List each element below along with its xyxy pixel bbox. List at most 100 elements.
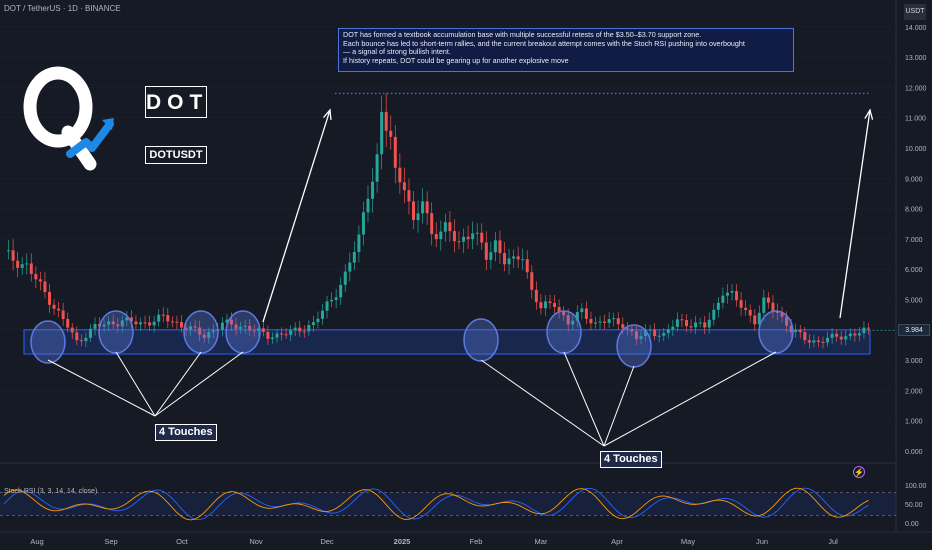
candle-body xyxy=(703,322,707,328)
touch-circle xyxy=(225,310,261,354)
candle-body xyxy=(202,334,206,338)
candle-body xyxy=(448,222,452,232)
candle-body xyxy=(685,320,688,327)
touch-circle xyxy=(463,318,499,362)
candle-body xyxy=(543,301,547,309)
x-tick-label: Nov xyxy=(249,537,263,546)
x-tick-label: Dec xyxy=(320,537,334,546)
symbol-header[interactable]: DOT / TetherUS · 1D · BINANCE xyxy=(4,4,121,13)
candle-body xyxy=(220,322,224,330)
candle-body xyxy=(530,272,534,290)
y-tick-label: 5.000 xyxy=(905,298,923,305)
y-tick-label: 7.000 xyxy=(905,237,923,244)
candle-body xyxy=(821,341,825,343)
candle-body xyxy=(766,297,770,303)
candle-body xyxy=(512,256,516,259)
x-tick-label: Sep xyxy=(104,537,117,546)
candle-body xyxy=(66,318,70,328)
candle-body xyxy=(393,136,397,168)
candle-body xyxy=(257,328,261,331)
candle-body xyxy=(57,308,61,311)
candle-body xyxy=(462,236,466,242)
candle-body xyxy=(607,319,611,323)
candle-body xyxy=(571,320,575,325)
touch-circle xyxy=(758,310,794,354)
touch-connector-line xyxy=(115,351,156,417)
candle-body xyxy=(20,264,24,268)
candle-body xyxy=(407,190,411,202)
candle-body xyxy=(621,324,625,329)
candle-body xyxy=(38,279,42,282)
candle-body xyxy=(489,252,493,260)
candle-body xyxy=(248,325,252,331)
candle-body xyxy=(562,311,566,316)
candle-body xyxy=(653,329,657,337)
candle-body xyxy=(739,300,743,308)
y-tick-label: 8.000 xyxy=(905,207,923,214)
touch-circle xyxy=(183,310,219,354)
touch-connector-line xyxy=(154,351,244,417)
candle-body xyxy=(93,324,97,329)
x-tick-label: Jul xyxy=(828,537,838,546)
stoch-k-line xyxy=(3,487,869,521)
candle-body xyxy=(79,340,83,342)
x-tick-label: Apr xyxy=(611,537,623,546)
candle-body xyxy=(516,256,520,260)
candle-body xyxy=(316,318,320,323)
candle-body xyxy=(475,232,479,234)
candle-body xyxy=(521,259,525,261)
candle-body xyxy=(598,321,602,323)
candle-body xyxy=(616,318,620,325)
candle-body xyxy=(88,328,92,338)
candle-body xyxy=(671,326,675,330)
candle-body xyxy=(771,302,775,312)
candle-body xyxy=(557,306,561,312)
candle-body xyxy=(70,327,74,333)
projection-arrow xyxy=(839,109,871,319)
candle-body xyxy=(134,321,138,325)
candle-body xyxy=(330,299,334,302)
touch-connector-line xyxy=(480,359,605,447)
x-tick-label: Oct xyxy=(176,537,189,546)
candle-body xyxy=(179,322,183,328)
touches-label-left: 4 Touches xyxy=(155,424,217,441)
candle-body xyxy=(339,284,343,298)
candle-body xyxy=(34,273,38,280)
candle-body xyxy=(443,222,447,232)
candle-body xyxy=(639,336,643,340)
candle-body xyxy=(853,333,857,336)
candle-body xyxy=(780,312,784,317)
candle-body xyxy=(412,201,415,221)
candle-body xyxy=(816,340,820,342)
candle-body xyxy=(207,332,211,338)
candle-body xyxy=(361,212,365,235)
lightning-alert-icon[interactable]: ⚡ xyxy=(853,466,865,478)
y-tick-label: 2.000 xyxy=(905,388,923,395)
x-tick-label: Aug xyxy=(30,537,43,546)
price-axis-panel xyxy=(896,0,932,550)
candle-body xyxy=(716,302,720,310)
pair-label-box: DOTUSDT xyxy=(145,146,207,164)
y-tick-label: 11.000 xyxy=(905,116,926,123)
candle-body xyxy=(139,322,142,325)
x-tick-label: Feb xyxy=(470,537,483,546)
x-tick-label: Mar xyxy=(535,537,548,546)
candle-body xyxy=(698,322,702,324)
candle-body xyxy=(157,314,161,322)
candle-body xyxy=(380,111,384,155)
currency-unit-badge[interactable]: USDT xyxy=(904,4,926,20)
candle-body xyxy=(311,322,315,326)
candle-body xyxy=(785,316,789,326)
candle-body xyxy=(348,262,352,272)
indicator-label[interactable]: Stoch RSI (3, 3, 14, 14, close) xyxy=(4,488,98,495)
candle-body xyxy=(862,327,866,334)
y-tick-label: 10.000 xyxy=(905,146,927,153)
candle-body xyxy=(148,322,152,326)
candle-body xyxy=(16,260,20,268)
candle-body xyxy=(594,322,597,324)
candle-body xyxy=(416,213,420,221)
candle-body xyxy=(452,231,456,242)
candle-body xyxy=(630,328,634,332)
